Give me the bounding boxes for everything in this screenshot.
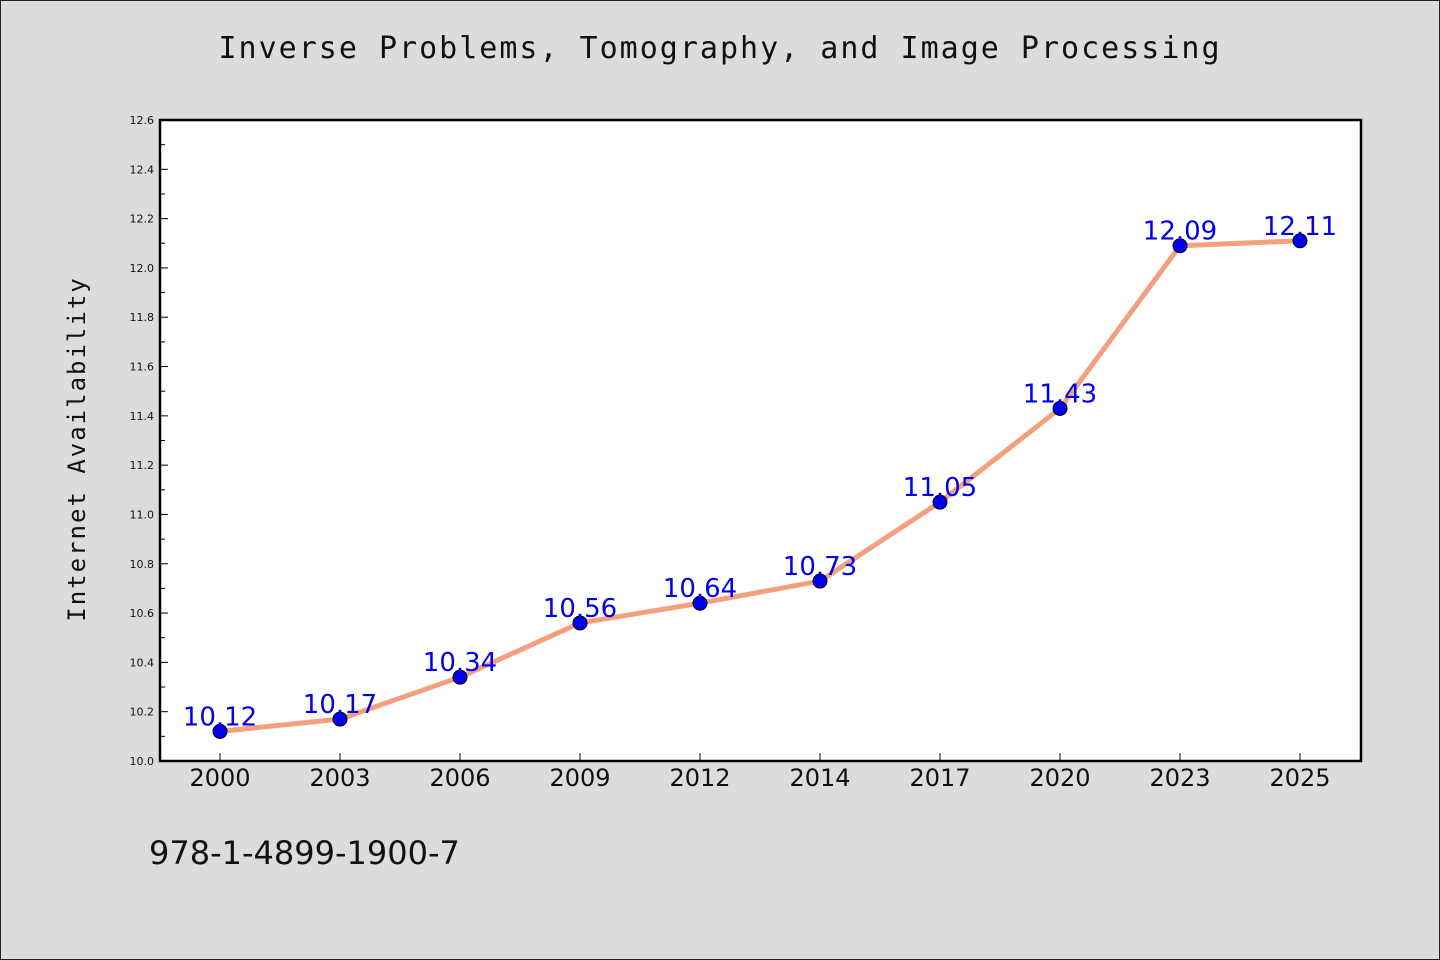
x-tick-label: 2012 bbox=[669, 764, 730, 792]
x-tick-label: 2020 bbox=[1029, 764, 1090, 792]
data-label: 12.09 bbox=[1143, 217, 1217, 247]
y-tick-label: 10.6 bbox=[130, 607, 155, 620]
y-tick-label: 10.4 bbox=[130, 656, 155, 669]
data-point bbox=[692, 595, 708, 611]
x-tick-label: 2009 bbox=[549, 764, 610, 792]
data-label: 10.56 bbox=[543, 594, 617, 624]
data-label: 10.34 bbox=[423, 648, 497, 678]
data-point bbox=[1172, 238, 1188, 254]
series-line bbox=[217, 238, 1303, 734]
y-tick-label: 11.2 bbox=[130, 459, 155, 472]
data-point bbox=[572, 615, 588, 631]
data-point bbox=[1292, 233, 1308, 249]
data-point bbox=[1052, 400, 1068, 416]
y-tick-label: 10.2 bbox=[130, 706, 155, 719]
data-point bbox=[452, 669, 468, 685]
y-tick-label: 11.6 bbox=[130, 361, 155, 374]
data-point bbox=[932, 494, 948, 510]
data-point bbox=[212, 723, 228, 739]
data-label: 11.43 bbox=[1023, 379, 1097, 409]
y-tick-label: 12.6 bbox=[130, 114, 155, 127]
y-tick-label: 12.0 bbox=[130, 262, 155, 275]
data-point bbox=[812, 573, 828, 589]
data-label: 10.12 bbox=[183, 702, 257, 732]
plot-area bbox=[158, 118, 1363, 763]
x-tick-label: 2000 bbox=[189, 764, 250, 792]
y-tick-label: 12.4 bbox=[130, 163, 155, 176]
x-tick-label: 2003 bbox=[309, 764, 370, 792]
y-tick-label: 10.0 bbox=[130, 755, 155, 768]
data-label: 12.11 bbox=[1263, 212, 1337, 242]
data-label: 10.73 bbox=[783, 552, 857, 582]
x-tick-label: 2014 bbox=[789, 764, 850, 792]
isbn-label: 978-1-4899-1900-7 bbox=[149, 834, 460, 872]
x-tick-label: 2023 bbox=[1149, 764, 1210, 792]
data-label: 10.17 bbox=[303, 690, 377, 720]
y-tick-label: 10.8 bbox=[130, 558, 155, 571]
y-tick-label: 11.4 bbox=[130, 410, 155, 423]
x-tick-label: 2017 bbox=[909, 764, 970, 792]
x-tick-label: 2025 bbox=[1269, 764, 1330, 792]
y-tick-label: 11.8 bbox=[130, 311, 155, 324]
x-tick-label: 2006 bbox=[429, 764, 490, 792]
y-tick-label: 11.0 bbox=[130, 508, 155, 521]
data-label: 11.05 bbox=[903, 473, 977, 503]
y-tick-label: 12.2 bbox=[130, 213, 155, 226]
data-point bbox=[332, 711, 348, 727]
chart-title: Inverse Problems, Tomography, and Image … bbox=[218, 31, 1222, 66]
data-label: 10.64 bbox=[663, 574, 737, 604]
